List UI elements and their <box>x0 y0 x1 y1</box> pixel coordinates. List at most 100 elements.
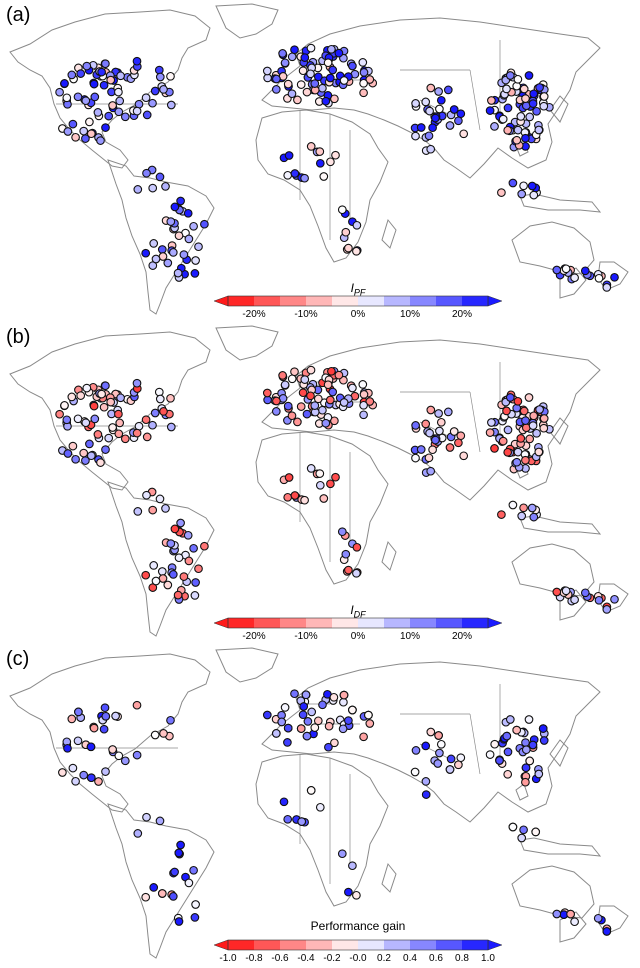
station-marker <box>525 434 535 444</box>
station-marker <box>436 417 446 427</box>
station-marker <box>148 183 158 193</box>
station-marker <box>485 428 495 437</box>
station-marker <box>184 878 194 888</box>
station-marker <box>174 231 184 241</box>
station-marker <box>132 700 142 710</box>
station-marker <box>502 406 511 416</box>
station-marker <box>508 178 518 188</box>
station-marker <box>96 136 105 145</box>
station-marker <box>284 151 294 160</box>
panel-label: (c) <box>6 648 30 670</box>
station-marker <box>133 829 143 838</box>
station-marker <box>359 400 368 410</box>
colorbar-tick-label: 20% <box>451 631 473 642</box>
station-marker <box>532 106 541 116</box>
coastline <box>215 3 279 39</box>
station-marker <box>328 387 338 397</box>
station-marker <box>425 106 434 116</box>
station-marker <box>324 721 334 731</box>
coastline <box>9 653 211 813</box>
station-marker <box>306 464 316 473</box>
station-marker <box>421 419 431 429</box>
station-marker <box>503 103 513 113</box>
station-marker <box>339 690 349 700</box>
station-marker <box>86 451 96 461</box>
colorbar-max-arrow <box>487 617 503 629</box>
station-marker <box>179 572 189 581</box>
station-marker <box>498 114 508 124</box>
station-marker <box>149 883 159 892</box>
colorbar-segment <box>462 618 488 628</box>
station-marker <box>67 714 77 724</box>
coastline <box>107 481 215 637</box>
station-marker <box>79 448 89 458</box>
colorbar-segment <box>384 940 410 950</box>
station-marker <box>100 703 110 713</box>
station-marker <box>73 414 83 424</box>
station-marker <box>86 742 96 752</box>
station-marker <box>539 92 549 101</box>
colorbar-segment <box>384 618 410 628</box>
station-marker <box>150 86 160 96</box>
station-marker <box>358 58 368 67</box>
colorbar-segment <box>462 940 488 950</box>
station-marker <box>184 556 194 566</box>
station-marker <box>365 719 375 728</box>
station-marker <box>297 817 307 826</box>
station-marker <box>272 396 281 406</box>
station-marker <box>142 812 151 822</box>
station-markers <box>58 689 612 936</box>
panel-b: (b) IDF -20% -10% 0% 10% 20% <box>0 322 640 644</box>
station-marker <box>284 473 294 482</box>
station-marker <box>189 221 198 231</box>
colorbar-tick-label: -10% <box>294 309 318 320</box>
station-marker <box>610 272 619 282</box>
station-marker <box>132 378 142 388</box>
station-marker <box>485 106 495 115</box>
station-marker <box>283 814 293 824</box>
station-marker <box>290 689 299 699</box>
station-marker <box>168 570 178 579</box>
station-marker <box>262 66 272 76</box>
station-marker <box>516 112 526 121</box>
colorbar-max-arrow <box>487 295 503 307</box>
colorbar-tick-label: 1.0 <box>481 953 495 964</box>
station-marker <box>341 227 351 237</box>
station-marker <box>421 97 431 107</box>
station-marker <box>155 394 165 404</box>
station-marker <box>517 833 527 843</box>
station-marker <box>115 96 125 106</box>
station-marker <box>445 121 455 130</box>
station-marker <box>561 586 571 596</box>
station-marker <box>168 892 178 901</box>
station-marker <box>365 75 375 84</box>
station-marker <box>287 89 297 99</box>
station-marker <box>410 767 420 777</box>
station-marker <box>183 208 193 218</box>
station-marker <box>513 396 523 406</box>
station-marker <box>63 449 73 458</box>
station-marker <box>411 421 420 430</box>
station-marker <box>425 428 434 438</box>
station-marker <box>528 740 538 750</box>
colorbar-title: IPF <box>0 281 640 297</box>
station-marker <box>76 391 86 400</box>
station-marker <box>115 418 125 428</box>
station-marker <box>359 78 368 88</box>
station-marker <box>529 411 539 421</box>
coastline <box>255 109 389 263</box>
station-marker <box>508 822 518 832</box>
station-marker <box>141 93 151 103</box>
station-marker <box>503 747 513 757</box>
station-marker <box>279 797 289 807</box>
station-marker <box>79 126 89 136</box>
station-marker <box>89 79 99 89</box>
station-marker <box>490 444 499 453</box>
station-marker <box>421 777 431 786</box>
station-marker <box>190 913 200 922</box>
station-marker <box>570 595 579 605</box>
station-marker <box>293 95 302 105</box>
station-marker <box>73 736 83 746</box>
station-marker <box>101 381 110 391</box>
station-marker <box>301 690 311 700</box>
